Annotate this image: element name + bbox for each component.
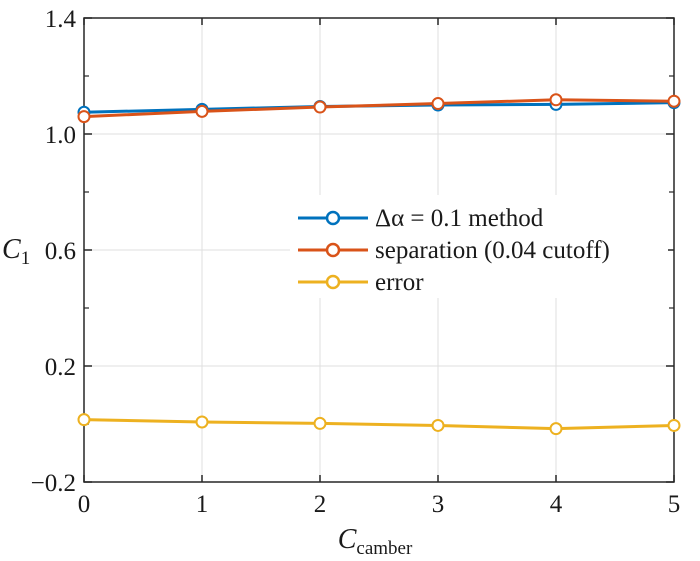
- data-point: [549, 422, 563, 436]
- x-axis-ticks: 0 1 2 3 4 5: [78, 18, 681, 518]
- y-axis-label-main: C: [2, 234, 21, 265]
- legend-item: Δα = 0.1 method: [298, 205, 544, 232]
- y-tick-label: 0.6: [45, 238, 76, 265]
- legend-label: separation (0.04 cutoff): [375, 237, 610, 264]
- y-tick-label: −0.2: [31, 470, 76, 497]
- legend-marker: [325, 274, 341, 290]
- legend-label: Δα = 0.1 method: [375, 205, 544, 232]
- series-1: [77, 93, 681, 124]
- legend-marker: [325, 242, 341, 258]
- data-point: [77, 413, 91, 427]
- data-point: [667, 94, 681, 108]
- y-tick-label: 0.2: [45, 354, 76, 381]
- data-point: [77, 110, 91, 124]
- data-point: [195, 415, 209, 429]
- data-point: [195, 104, 209, 118]
- data-point: [431, 418, 445, 432]
- series-2: [77, 413, 681, 436]
- series-line: [83, 98, 675, 119]
- x-tick-label: 4: [550, 491, 563, 518]
- data-point: [667, 418, 681, 432]
- data-point: [549, 93, 563, 107]
- x-tick-label: 5: [668, 491, 681, 518]
- x-tick-label: 0: [78, 491, 91, 518]
- legend-marker: [325, 210, 341, 226]
- legend-item: separation (0.04 cutoff): [298, 237, 610, 264]
- y-tick-label: 1.4: [45, 6, 77, 33]
- y-axis-label-sub: 1: [21, 248, 31, 269]
- x-tick-label: 2: [314, 491, 327, 518]
- data-point: [313, 416, 327, 430]
- x-tick-label: 3: [432, 491, 445, 518]
- legend-label: error: [375, 269, 424, 296]
- x-tick-label: 1: [196, 491, 209, 518]
- y-tick-label: 1.0: [45, 122, 76, 149]
- x-axis-label: Ccamber: [338, 524, 413, 559]
- series-group: [77, 93, 681, 436]
- y-axis-label: C1: [2, 234, 30, 269]
- y-axis-ticks: −0.2 0.2 0.6 1.0 1.4: [31, 6, 674, 497]
- series-line: [83, 418, 675, 431]
- x-axis-label-main: C: [338, 524, 357, 555]
- data-point: [431, 97, 445, 111]
- x-axis-label-sub: camber: [356, 538, 413, 559]
- legend: Δα = 0.1 method separation (0.04 cutoff) e…: [290, 195, 668, 298]
- data-point: [313, 100, 327, 114]
- legend-item: error: [298, 269, 424, 296]
